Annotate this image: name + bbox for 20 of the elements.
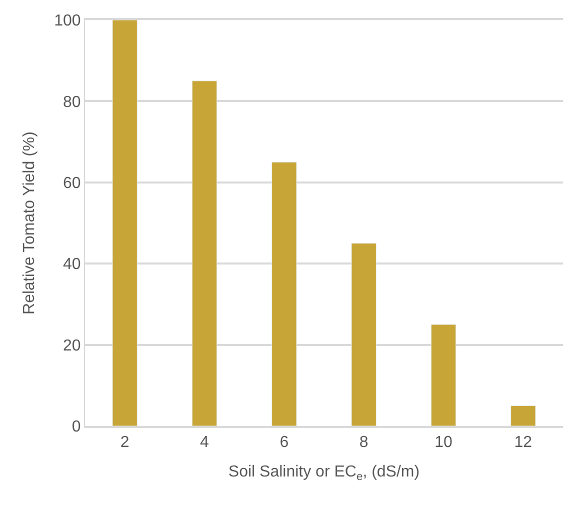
y-tick-label: 80	[63, 94, 81, 111]
x-tick-label: 8	[359, 434, 368, 452]
bar	[430, 324, 456, 426]
bar	[510, 405, 536, 426]
x-tick-label: 12	[514, 434, 532, 452]
y-tick-label: 0	[72, 418, 81, 436]
bar	[192, 80, 218, 426]
bar	[351, 243, 376, 426]
bar	[112, 20, 138, 426]
x-axis-title: Soil Salinity or EC$_{e}$, (dS/m)	[228, 463, 420, 483]
y-tick-label: 60	[63, 175, 81, 192]
y-axis-title: Relative Tomato Yield (%)	[20, 132, 38, 314]
x-tick-label: 2	[120, 434, 130, 452]
y-tick-label: 40	[63, 256, 81, 274]
x-tick-label: 10	[434, 434, 452, 452]
bar	[272, 162, 297, 426]
y-tick-label: 100	[54, 12, 81, 30]
x-tick-label: 4	[200, 434, 210, 452]
x-tick-label: 6	[280, 434, 289, 452]
y-tick-label: 20	[63, 337, 81, 354]
